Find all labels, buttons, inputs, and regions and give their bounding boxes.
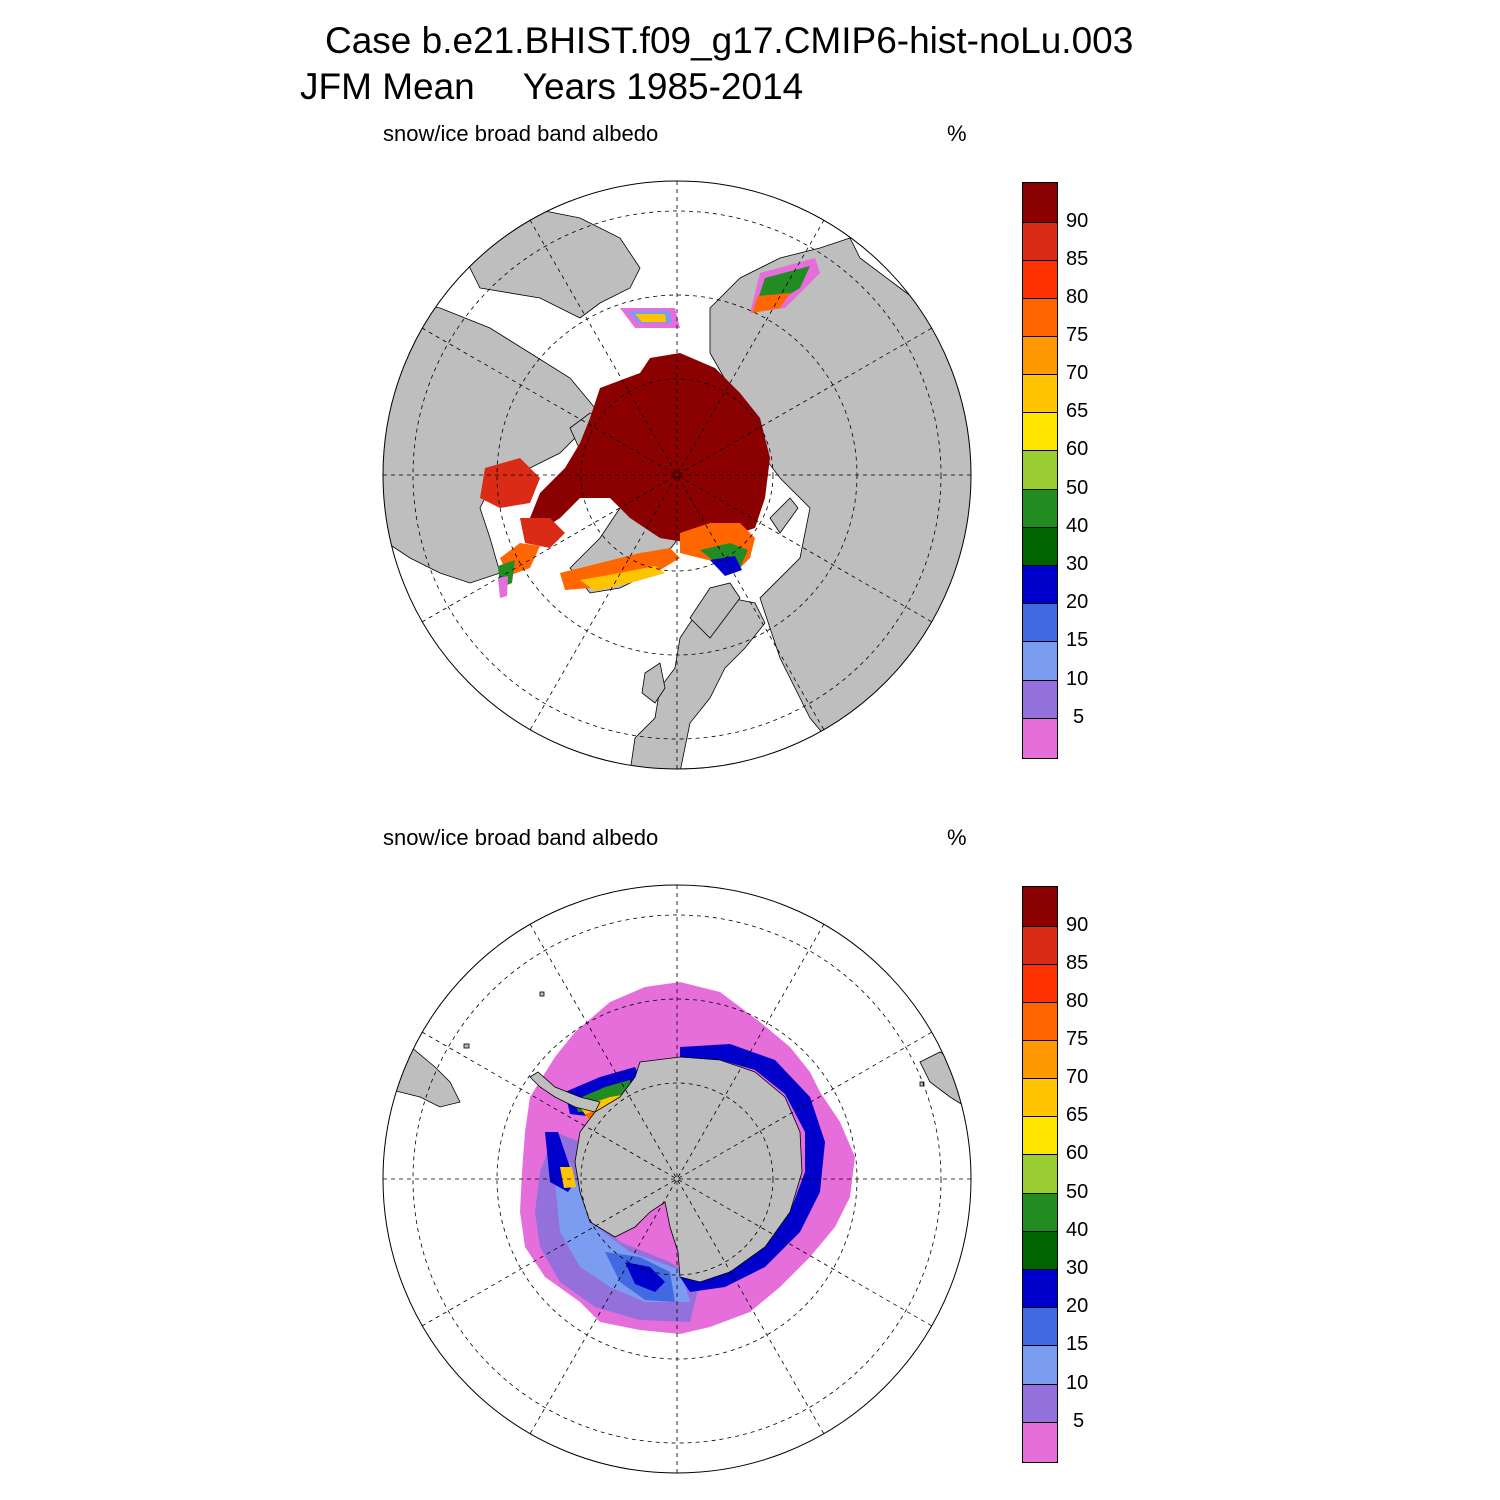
cb-tick-20: 20 xyxy=(1066,591,1089,613)
south-units-label: % xyxy=(947,825,967,850)
cb-tick-60: 60 xyxy=(1066,438,1089,460)
north-units-label: % xyxy=(947,121,967,146)
cb-tick-70: 70 xyxy=(1066,362,1089,384)
season-label: JFM Mean xyxy=(300,66,475,107)
cb-tick-40: 40 xyxy=(1066,515,1089,537)
cb-tick-15: 15 xyxy=(1066,1333,1089,1355)
cb-tick-90: 90 xyxy=(1066,914,1089,936)
south-variable-label: snow/ice broad band albedo xyxy=(383,825,659,850)
south-map-boundary xyxy=(382,884,972,1474)
cb-tick-85: 85 xyxy=(1066,952,1089,974)
years-label: Years 1985-2014 xyxy=(522,66,804,107)
cb-tick-30: 30 xyxy=(1066,553,1089,575)
cb-tick-80: 80 xyxy=(1066,990,1089,1012)
cb-tick-70: 70 xyxy=(1066,1066,1089,1088)
north-polar-map xyxy=(382,180,972,770)
north-colorbar-labels: 90 85 80 75 70 65 60 50 40 30 20 15 10 5 xyxy=(1066,182,1116,757)
figure-subtitle: JFM Mean Years 1985-2014 xyxy=(300,66,803,108)
cb-tick-75: 75 xyxy=(1066,1028,1089,1050)
figure-title: Case b.e21.BHIST.f09_g17.CMIP6-hist-noLu… xyxy=(325,20,1134,61)
cb-tick-60: 60 xyxy=(1066,1142,1089,1164)
cb-tick-65: 65 xyxy=(1066,1104,1089,1126)
cb-tick-5: 5 xyxy=(1073,1410,1085,1432)
north-variable-label: snow/ice broad band albedo xyxy=(383,121,659,146)
south-colorbar-labels: 90 85 80 75 70 65 60 50 40 30 20 15 10 5 xyxy=(1066,886,1116,1461)
south-colorbar xyxy=(1022,886,1058,1463)
cb-tick-65: 65 xyxy=(1066,400,1089,422)
cb-tick-30: 30 xyxy=(1066,1257,1089,1279)
cb-tick-20: 20 xyxy=(1066,1295,1089,1317)
cb-tick-10: 10 xyxy=(1066,668,1089,690)
cb-tick-85: 85 xyxy=(1066,248,1089,270)
cb-tick-5: 5 xyxy=(1073,706,1085,728)
cb-tick-90: 90 xyxy=(1066,210,1089,232)
cb-tick-80: 80 xyxy=(1066,286,1089,308)
cb-tick-50: 50 xyxy=(1066,1181,1089,1203)
north-graticule xyxy=(383,181,971,769)
cb-tick-15: 15 xyxy=(1066,629,1089,651)
cb-tick-75: 75 xyxy=(1066,324,1089,346)
cb-tick-40: 40 xyxy=(1066,1219,1089,1241)
cb-tick-50: 50 xyxy=(1066,477,1089,499)
south-polar-map xyxy=(382,884,972,1474)
south-graticule xyxy=(383,885,971,1473)
north-sea-ice xyxy=(480,258,820,598)
north-map-boundary xyxy=(382,180,972,770)
cb-tick-10: 10 xyxy=(1066,1372,1089,1394)
north-colorbar xyxy=(1022,182,1058,759)
